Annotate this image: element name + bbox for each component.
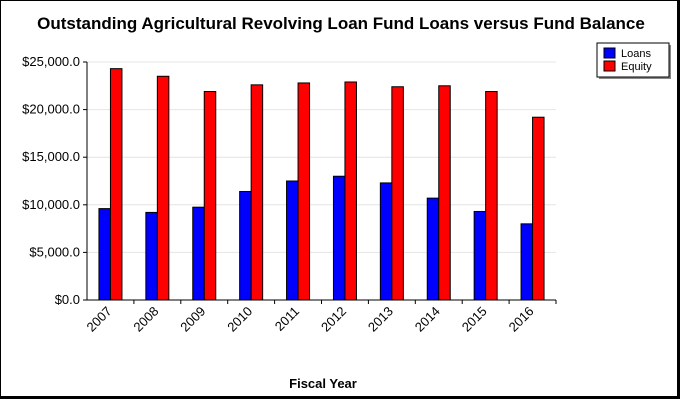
x-axis-title: Fiscal Year (289, 376, 357, 391)
bar-equity-2014 (438, 85, 451, 301)
x-tick-label: 2009 (177, 304, 208, 335)
y-tick-label: $5,000.0 (29, 244, 80, 259)
bar-equity-2010 (250, 84, 264, 301)
bar-loans-2011 (286, 180, 299, 301)
bar-loans-2007 (98, 208, 111, 301)
bar-loans-2008 (145, 211, 158, 301)
y-tick-label: $10,000.0 (22, 197, 80, 212)
y-tick-labels: $0.0 $5,000.0 $10,000.0 $15,000.0 $20,000.0 $… (22, 54, 80, 307)
bar-loans-2012 (332, 175, 346, 301)
bar-loans-2009 (192, 206, 205, 301)
x-tick-labels: 2007 2008 2009 2010 2011 2012 2013 2014 2015 2016 (84, 304, 537, 335)
bar-loans-2010 (239, 190, 252, 301)
legend-swatch-equity (603, 60, 616, 72)
bar-equity-2015 (485, 91, 498, 301)
x-tick-label: 2011 (272, 304, 302, 334)
x-tick-label: 2010 (224, 304, 255, 335)
bars (98, 68, 545, 301)
x-tick-label: 2007 (84, 304, 115, 335)
bar-equity-2016 (532, 116, 545, 301)
y-tick-label: $20,000.0 (22, 102, 80, 117)
legend-label-loans: Loans (621, 48, 651, 60)
y-tick-label: $25,000.0 (22, 54, 80, 69)
x-tick-label: 2008 (130, 304, 161, 335)
bar-loans-2014 (426, 197, 440, 301)
bar-equity-2013 (391, 86, 404, 301)
y-tick-label: $0.0 (55, 292, 80, 307)
chart-title: Outstanding Agricultural Revolving Loan … (37, 14, 645, 33)
legend-swatch-loans (603, 47, 616, 59)
y-tick-label: $15,000.0 (22, 149, 80, 164)
bar-loans-2013 (379, 182, 393, 301)
bar-equity-2012 (344, 81, 357, 301)
x-tick-label: 2015 (459, 304, 490, 335)
axes (83, 61, 557, 304)
bar-loans-2015 (473, 210, 487, 301)
x-tick-label: 2016 (506, 304, 537, 335)
legend-label-equity: Equity (621, 61, 652, 73)
bar-equity-2009 (203, 91, 217, 301)
bar-equity-2011 (297, 82, 311, 301)
x-tick-label: 2012 (318, 304, 349, 335)
x-tick-label: 2014 (412, 304, 443, 335)
x-tick-label: 2013 (365, 304, 396, 335)
bar-equity-2007 (109, 68, 123, 301)
bar-loans-2016 (520, 223, 534, 301)
bar-equity-2008 (156, 75, 170, 301)
